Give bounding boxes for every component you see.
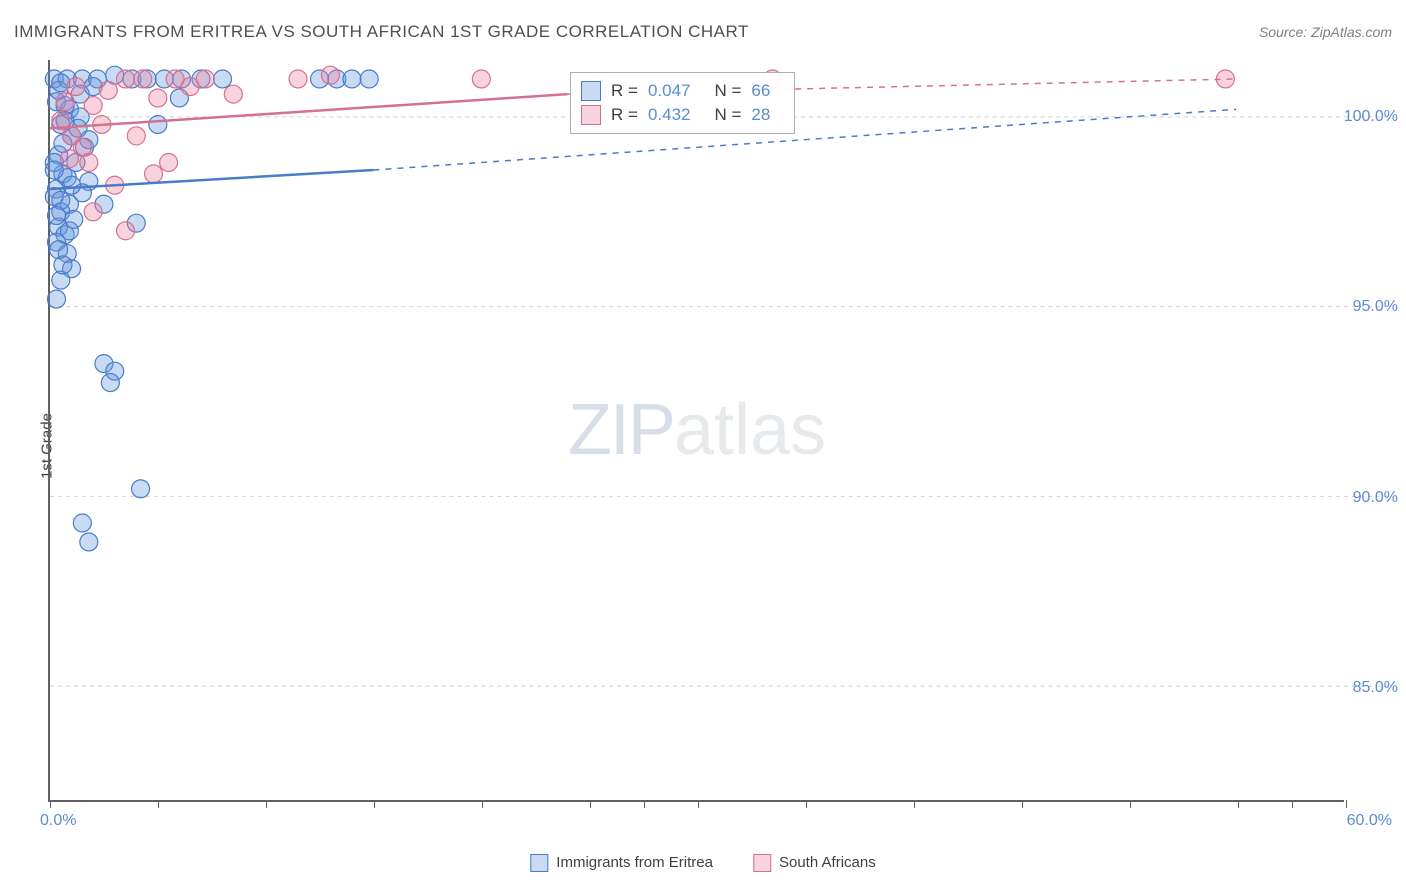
chart-svg	[50, 60, 1344, 800]
r-label: R =	[611, 81, 638, 101]
y-tick-label: 90.0%	[1353, 489, 1398, 507]
x-tick	[644, 800, 645, 808]
legend-item-series1: Immigrants from Eritrea	[530, 854, 713, 872]
x-tick	[158, 800, 159, 808]
x-tick	[1238, 800, 1239, 808]
y-tick-label: 100.0%	[1344, 108, 1398, 126]
legend-swatch-icon	[753, 854, 771, 872]
source-attribution: Source: ZipAtlas.com	[1259, 24, 1392, 40]
legend-row-series2: R = 0.432 N = 28	[581, 103, 784, 127]
y-tick-label: 95.0%	[1353, 298, 1398, 316]
x-tick	[806, 800, 807, 808]
x-tick	[374, 800, 375, 808]
n-label: N =	[714, 105, 741, 125]
r-value-series1: 0.047	[648, 81, 691, 101]
source-name: ZipAtlas.com	[1311, 24, 1392, 40]
x-tick	[914, 800, 915, 808]
x-axis-max-label: 60.0%	[1347, 812, 1392, 830]
n-value-series1: 66	[751, 81, 770, 101]
n-label: N =	[714, 81, 741, 101]
legend-row-series1: R = 0.047 N = 66	[581, 79, 784, 103]
legend-swatch-series1	[581, 81, 601, 101]
x-tick	[266, 800, 267, 808]
legend-item-series2: South Africans	[753, 854, 876, 872]
bottom-legend: Immigrants from Eritrea South Africans	[530, 854, 875, 872]
r-value-series2: 0.432	[648, 105, 691, 125]
legend-swatch-icon	[530, 854, 548, 872]
x-tick	[1022, 800, 1023, 808]
x-tick	[698, 800, 699, 808]
y-tick-label: 85.0%	[1353, 679, 1398, 697]
legend-label-series2: South Africans	[779, 854, 876, 871]
x-tick	[1130, 800, 1131, 808]
n-value-series2: 28	[751, 105, 770, 125]
x-axis-min-label: 0.0%	[40, 812, 76, 830]
x-tick	[590, 800, 591, 808]
r-label: R =	[611, 105, 638, 125]
x-tick	[482, 800, 483, 808]
chart-title: IMMIGRANTS FROM ERITREA VS SOUTH AFRICAN…	[14, 22, 749, 42]
x-tick	[1346, 800, 1347, 808]
correlation-legend: R = 0.047 N = 66 R = 0.432 N = 28	[570, 72, 795, 134]
source-label: Source:	[1259, 24, 1311, 40]
legend-label-series1: Immigrants from Eritrea	[556, 854, 713, 871]
x-tick	[1292, 800, 1293, 808]
legend-swatch-series2	[581, 105, 601, 125]
x-tick	[50, 800, 51, 808]
plot-area: ZIPatlas 0.0% 60.0% R = 0.047 N = 66 R =…	[48, 60, 1344, 802]
